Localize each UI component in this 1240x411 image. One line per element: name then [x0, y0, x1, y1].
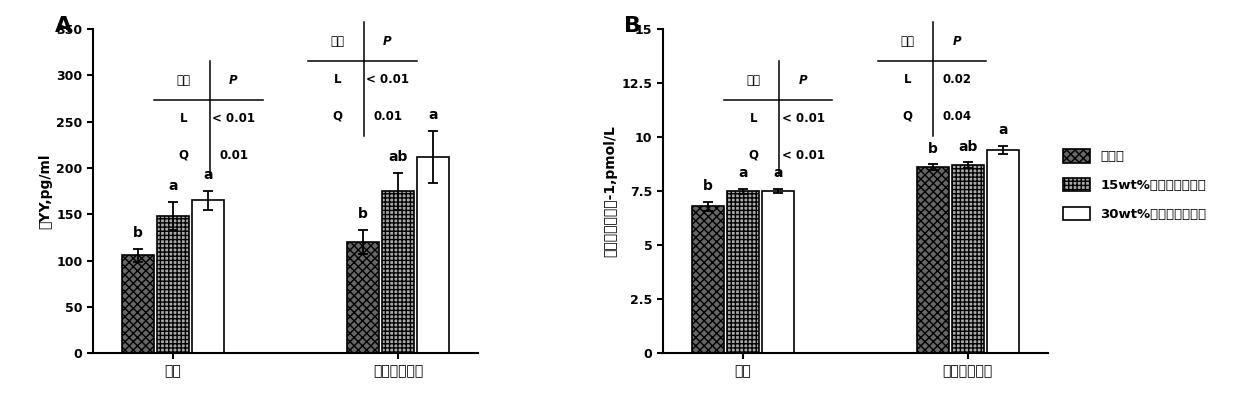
- Text: b: b: [928, 141, 937, 155]
- Bar: [192, 201, 224, 353]
- Text: b: b: [703, 179, 713, 193]
- Text: 0.01: 0.01: [219, 149, 248, 162]
- Bar: [122, 255, 154, 353]
- Text: L: L: [749, 111, 758, 125]
- Text: a: a: [998, 123, 1008, 137]
- Text: P: P: [954, 35, 962, 48]
- Bar: [916, 167, 949, 353]
- Y-axis label: 肏YY,pg/ml: 肏YY,pg/ml: [38, 153, 52, 229]
- Y-axis label: 腿高血糖素样肽-1,pmol/L: 腿高血糖素样肽-1,pmol/L: [603, 125, 618, 257]
- Legend: 对照组, 15wt%小麦糊粉层粉组, 30wt%小麦糊粉层粉组: 对照组, 15wt%小麦糊粉层粉组, 30wt%小麦糊粉层粉组: [1058, 144, 1211, 226]
- Text: P: P: [229, 74, 238, 87]
- Bar: [347, 242, 379, 353]
- Text: b: b: [358, 207, 368, 221]
- Text: ab: ab: [959, 140, 977, 154]
- Text: A: A: [55, 16, 72, 36]
- Text: P: P: [383, 35, 392, 48]
- Text: L: L: [180, 111, 187, 125]
- Text: P: P: [799, 74, 807, 87]
- Text: L: L: [904, 73, 911, 85]
- Bar: [761, 191, 794, 353]
- Text: 效应: 效应: [746, 74, 760, 87]
- Text: a: a: [428, 108, 438, 122]
- Text: a: a: [203, 169, 213, 182]
- Text: a: a: [169, 180, 177, 194]
- Text: 0.04: 0.04: [942, 110, 972, 123]
- Text: L: L: [334, 73, 341, 85]
- Text: 效应: 效应: [900, 35, 914, 48]
- Bar: [692, 206, 724, 353]
- Text: B: B: [624, 16, 641, 36]
- Text: 0.02: 0.02: [942, 73, 972, 85]
- Bar: [382, 191, 414, 353]
- Text: < 0.01: < 0.01: [782, 149, 825, 162]
- Text: Q: Q: [903, 110, 913, 123]
- Bar: [987, 150, 1019, 353]
- Text: a: a: [738, 166, 748, 180]
- Text: < 0.01: < 0.01: [366, 73, 409, 85]
- Text: < 0.01: < 0.01: [212, 111, 255, 125]
- Text: 效应: 效应: [176, 74, 191, 87]
- Text: Q: Q: [748, 149, 759, 162]
- Bar: [417, 157, 449, 353]
- Text: 0.01: 0.01: [373, 110, 402, 123]
- Text: Q: Q: [332, 110, 342, 123]
- Bar: [951, 165, 985, 353]
- Text: b: b: [133, 226, 143, 240]
- Text: Q: Q: [179, 149, 188, 162]
- Bar: [156, 216, 190, 353]
- Text: ab: ab: [388, 150, 408, 164]
- Text: a: a: [773, 166, 782, 180]
- Text: 效应: 效应: [331, 35, 345, 48]
- Bar: [727, 191, 759, 353]
- Text: < 0.01: < 0.01: [782, 111, 825, 125]
